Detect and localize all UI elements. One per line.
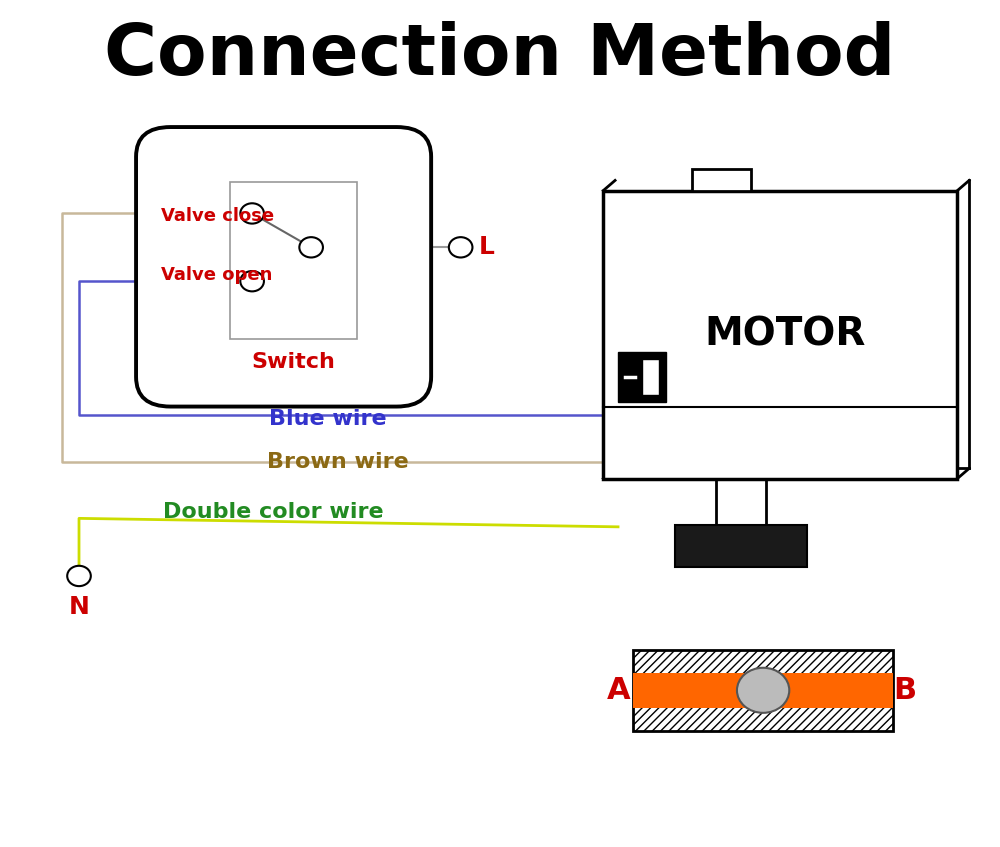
Text: Valve open: Valve open [161, 266, 272, 285]
Text: MOTOR: MOTOR [705, 316, 866, 353]
Bar [675, 525, 807, 567]
Bar [618, 352, 666, 402]
Circle shape [449, 237, 472, 257]
Text: Brown wire: Brown wire [267, 451, 409, 472]
FancyBboxPatch shape [136, 127, 431, 407]
Bar [716, 479, 766, 525]
Text: L: L [478, 235, 494, 259]
Circle shape [737, 667, 789, 713]
Text: Valve close: Valve close [161, 207, 274, 225]
Circle shape [240, 271, 264, 291]
Circle shape [67, 566, 91, 586]
Text: Blue wire: Blue wire [269, 409, 387, 429]
Text: Connection Method: Connection Method [104, 20, 896, 90]
Circle shape [299, 237, 323, 257]
Text: A: A [607, 676, 631, 705]
Text: Switch: Switch [252, 352, 335, 372]
Circle shape [240, 203, 264, 224]
Bar [633, 673, 893, 708]
Bar [230, 182, 357, 339]
Bar [633, 650, 893, 730]
Bar [642, 359, 659, 395]
Bar [603, 191, 957, 479]
Text: N: N [69, 595, 89, 618]
Text: B: B [893, 676, 917, 705]
Text: Double color wire: Double color wire [163, 502, 384, 523]
Bar [692, 169, 751, 191]
